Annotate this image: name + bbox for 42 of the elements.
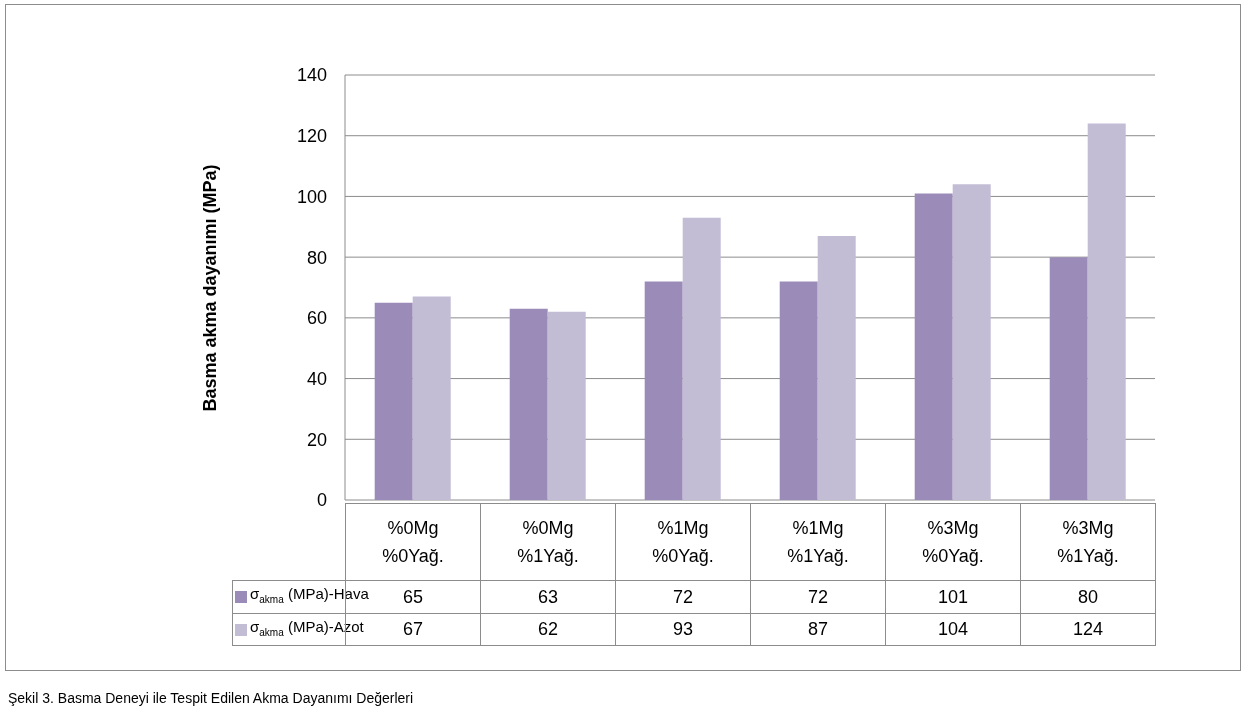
y-tick-label: 100 — [296, 186, 327, 207]
x-tick-label: %0Mg %0Yağ. — [345, 503, 480, 580]
legend-label: σ$_{akma}$ (MPa)-Azot — [250, 617, 364, 640]
data-label: 67 — [402, 619, 424, 639]
y-tick-label: 0 — [316, 490, 327, 511]
data-label: 101 — [885, 580, 1020, 613]
y-tick-label: 40 — [306, 368, 327, 389]
y-tick-label: 80 — [306, 247, 327, 268]
y-tick-label: 60 — [306, 308, 327, 329]
y-axis-title: Basma akma dayanımı (MPa) — [199, 163, 221, 412]
bar — [817, 235, 856, 500]
bar — [682, 217, 721, 500]
bar — [412, 296, 451, 500]
bar — [644, 281, 683, 500]
x-tick-label: %3Mg %0Yağ. — [885, 503, 1020, 580]
data-label: 124 — [1020, 613, 1155, 646]
x-tick-label: %0Mg %1Yağ. — [480, 503, 615, 580]
data-label: 63 — [480, 580, 615, 613]
data-label: 72 — [750, 580, 885, 613]
text: Şekil 3. Basma Deneyi ile Tespit Edilen Akma Dayanımı Değerleri — [8, 690, 414, 706]
data-label: 65 — [402, 586, 424, 607]
data-label: 104 — [885, 613, 1020, 646]
y-tick-label: 120 — [296, 126, 327, 147]
x-tick-label: %1Mg %1Yağ. — [750, 503, 885, 580]
bar — [547, 311, 586, 500]
bar — [1087, 123, 1126, 500]
bar — [779, 281, 818, 500]
data-label: 62 — [480, 613, 615, 646]
data-label: 72 — [615, 580, 750, 613]
bar — [374, 302, 413, 500]
bar — [952, 184, 991, 500]
legend-label: σ$_{akma}$ (MPa)-Hava — [250, 585, 369, 607]
x-tick-label: %1Mg %0Yağ. — [615, 503, 750, 580]
bar — [1049, 257, 1088, 500]
data-label: 93 — [615, 613, 750, 646]
data-label: 87 — [750, 613, 885, 646]
x-tick-label: %3Mg %1Yağ. — [1020, 503, 1155, 580]
y-tick-label: 20 — [306, 429, 327, 450]
bar — [509, 308, 548, 500]
data-label: 80 — [1020, 580, 1155, 613]
bar — [914, 193, 953, 500]
y-tick-label: 140 — [296, 65, 327, 86]
